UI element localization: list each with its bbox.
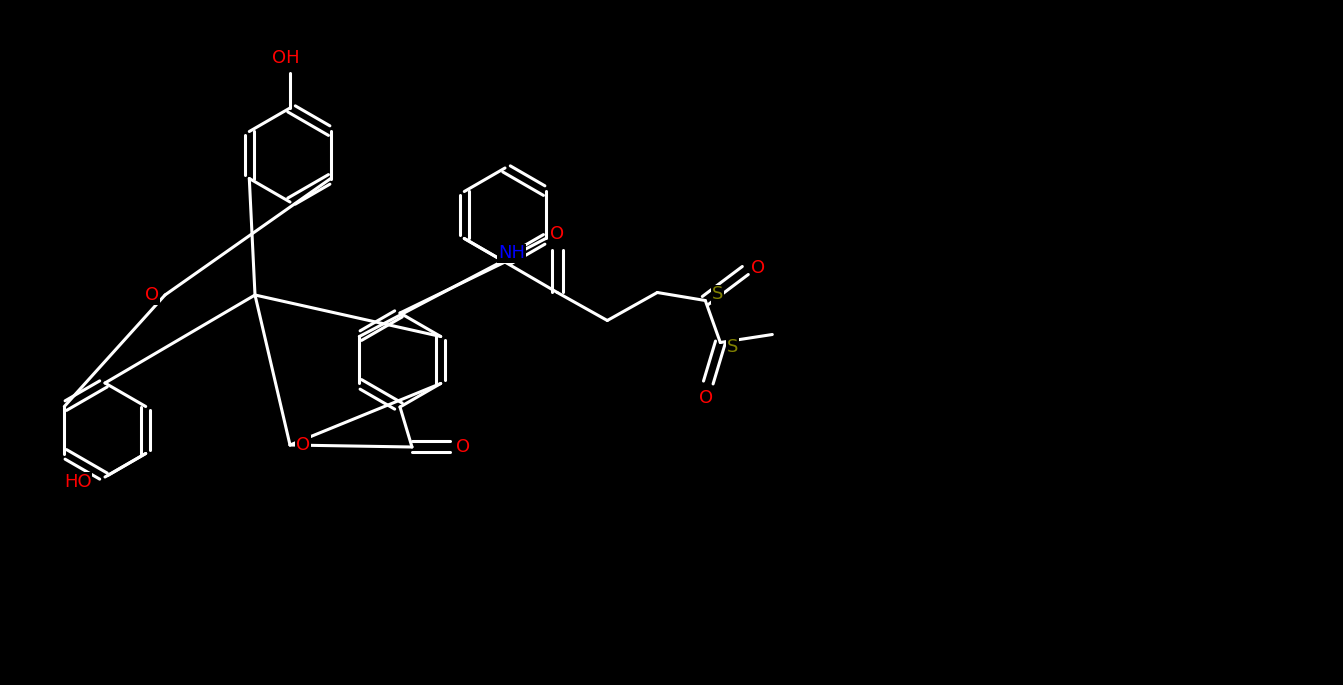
Text: O: O [551, 225, 564, 243]
Text: O: O [751, 260, 766, 277]
Text: O: O [700, 390, 713, 408]
Text: S: S [727, 338, 739, 356]
Text: OH: OH [273, 49, 299, 67]
Text: O: O [145, 286, 158, 304]
Text: NH: NH [498, 245, 525, 262]
Text: HO: HO [64, 473, 91, 490]
Text: O: O [455, 438, 470, 456]
Text: S: S [712, 286, 723, 303]
Text: O: O [295, 436, 310, 454]
